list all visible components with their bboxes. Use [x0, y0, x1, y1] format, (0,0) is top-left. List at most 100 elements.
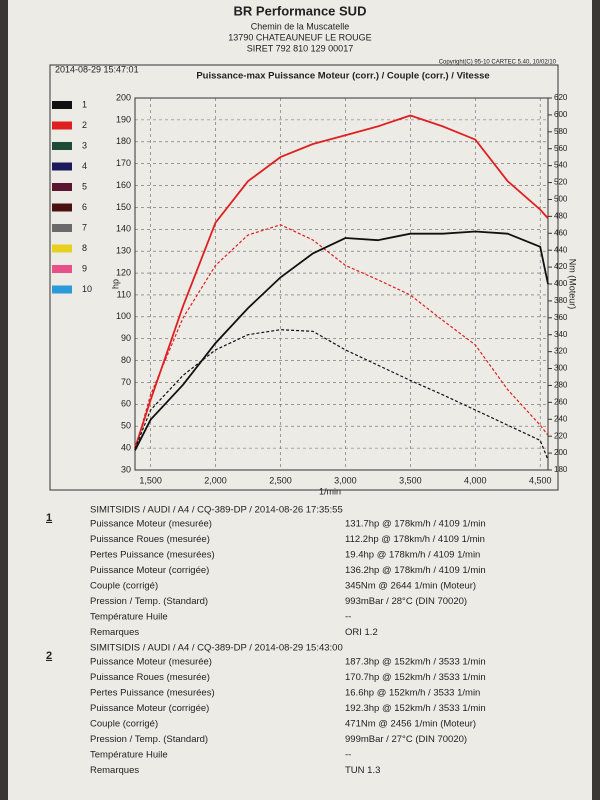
x-tick-label: 2,500 — [269, 475, 292, 485]
run-index: 1 — [46, 512, 52, 524]
legend-swatch — [52, 183, 72, 191]
legend-label: 7 — [82, 222, 87, 232]
result-label: Puissance Roues (mesurée) — [90, 672, 210, 683]
result-value: 993mBar / 28°C (DIN 70020) — [345, 596, 467, 607]
y-tick-label: 150 — [116, 202, 131, 212]
result-value: -- — [345, 750, 351, 761]
y2-tick-label: 200 — [554, 448, 568, 457]
series-line — [134, 230, 549, 451]
legend-swatch — [52, 121, 72, 130]
legend-label: 9 — [82, 263, 87, 273]
legend-swatch — [52, 101, 72, 109]
y-tick-label: 140 — [116, 224, 131, 234]
legend-swatch — [52, 244, 72, 253]
legend-swatch — [52, 162, 72, 171]
result-label: Puissance Moteur (corrigée) — [90, 703, 209, 714]
result-label: Pertes Puissance (mesurées) — [90, 688, 215, 699]
y-axis-title: hp — [110, 279, 120, 289]
y2-tick-label: 360 — [554, 313, 568, 322]
result-value: ORI 1.2 — [345, 627, 378, 638]
legend-label: 8 — [82, 243, 87, 253]
y-tick-label: 80 — [121, 355, 131, 365]
y-tick-label: 70 — [121, 377, 131, 387]
y2-tick-label: 560 — [554, 144, 568, 153]
y2-tick-label: 340 — [554, 330, 568, 339]
chart-title: Puissance-max Puissance Moteur (corr.) /… — [196, 71, 489, 82]
y2-tick-label: 440 — [554, 245, 568, 254]
y2-tick-label: 180 — [554, 465, 568, 474]
result-label: Couple (corrigé) — [90, 581, 158, 592]
run-title: SIMITSIDIS / AUDI / A4 / CQ-389-DP / 201… — [90, 643, 343, 654]
y2-tick-label: 420 — [554, 262, 568, 271]
legend-swatch — [52, 265, 72, 273]
y-tick-label: 60 — [121, 399, 131, 409]
legend-label: 2 — [82, 120, 87, 130]
result-label: Puissance Moteur (mesurée) — [90, 519, 212, 530]
y2-tick-label: 500 — [554, 195, 568, 204]
result-value: 471Nm @ 2456 1/min (Moteur) — [345, 719, 476, 730]
x-tick-label: 3,500 — [399, 475, 422, 485]
y-tick-label: 110 — [117, 289, 131, 299]
legend-label: 4 — [82, 161, 87, 171]
result-label: Pression / Temp. (Standard) — [90, 596, 208, 607]
legend-swatch — [52, 285, 72, 294]
y2-tick-label: 460 — [554, 228, 568, 237]
result-label: Puissance Moteur (corrigée) — [90, 565, 209, 576]
result-label: Couple (corrigé) — [90, 719, 158, 730]
x-tick-label: 1,500 — [139, 475, 162, 485]
result-label: Remarques — [90, 765, 139, 776]
y-tick-label: 90 — [121, 333, 131, 343]
y2-tick-label: 300 — [554, 364, 568, 373]
y-tick-label: 30 — [121, 464, 131, 474]
chart-frame — [49, 64, 559, 491]
company: BR Performance SUD — [234, 3, 367, 18]
result-value: 19.4hp @ 178km/h / 4109 1/min — [345, 550, 480, 561]
result-value: 192.3hp @ 152km/h / 3533 1/min — [345, 703, 486, 714]
x-tick-label: 4,500 — [529, 475, 552, 485]
result-label: Température Huile — [90, 750, 168, 761]
result-value: 136.2hp @ 178km/h / 4109 1/min — [345, 565, 486, 576]
siret: SIRET 792 810 129 00017 — [247, 43, 353, 53]
legend-label: 10 — [82, 284, 92, 294]
address: 13790 CHATEAUNEUF LE ROUGE — [228, 32, 371, 42]
y2-tick-label: 580 — [554, 127, 568, 136]
address: Chemin de la Muscatelle — [251, 21, 350, 31]
run-index: 2 — [46, 650, 52, 662]
y2-tick-label: 240 — [554, 414, 568, 423]
y-tick-label: 50 — [121, 421, 131, 431]
legend-label: 5 — [82, 181, 87, 191]
copyright: Copyright(C) 95-10 CARTEC 5.40, 10/02/10 — [439, 60, 557, 66]
legend-label: 1 — [82, 99, 87, 109]
legend-swatch — [52, 224, 72, 232]
legend-label: 6 — [82, 202, 87, 212]
x-tick-label: 4,000 — [464, 475, 487, 485]
y2-tick-label: 380 — [554, 296, 568, 305]
y-tick-label: 100 — [116, 311, 131, 321]
x-tick-label: 3,000 — [334, 475, 357, 485]
result-value: 131.7hp @ 178km/h / 4109 1/min — [345, 519, 486, 530]
y2-tick-label: 260 — [554, 397, 568, 406]
result-label: Puissance Roues (mesurée) — [90, 534, 210, 545]
result-label: Remarques — [90, 627, 139, 638]
series-line — [134, 329, 549, 461]
y-tick-label: 200 — [116, 92, 131, 102]
result-value: 170.7hp @ 152km/h / 3533 1/min — [345, 672, 486, 683]
print-date: 2014-08-29 15:47:01 — [55, 64, 139, 74]
result-value: 16.6hp @ 152km/h / 3533 1/min — [345, 688, 480, 699]
y2-tick-label: 480 — [554, 211, 568, 220]
run-title: SIMITSIDIS / AUDI / A4 / CQ-389-DP / 201… — [90, 505, 343, 516]
x-axis-title: 1/min — [319, 486, 341, 496]
y-tick-label: 170 — [116, 158, 131, 168]
result-label: Température Huile — [90, 612, 168, 623]
y-tick-label: 160 — [116, 180, 131, 190]
y2-axis-title: Nm (Moteur) — [568, 259, 578, 310]
y2-tick-label: 400 — [554, 279, 568, 288]
x-tick-label: 2,000 — [204, 475, 227, 485]
y2-tick-label: 280 — [554, 381, 568, 390]
y2-tick-label: 620 — [554, 93, 568, 102]
result-value: 187.3hp @ 152km/h / 3533 1/min — [345, 657, 486, 668]
result-label: Puissance Moteur (mesurée) — [90, 657, 212, 668]
y-tick-label: 190 — [116, 114, 131, 124]
legend-label: 3 — [82, 140, 87, 150]
